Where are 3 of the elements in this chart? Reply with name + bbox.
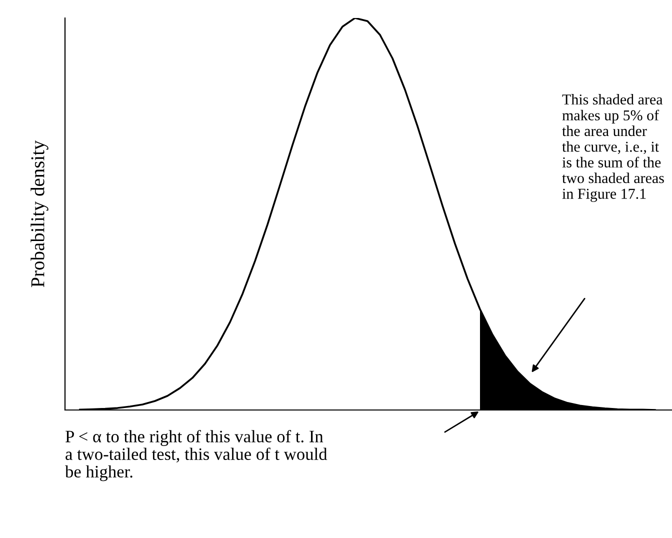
y-axis-title: Probability density — [30, 140, 48, 288]
text: P < α to the right of this value of t. In a two-tailed test, this value of t would be higher. — [65, 430, 328, 482]
annotation: This shaded area makes up 5% of the area under the curve, i.e., it is the sum of the two shaded areas in Figure 17.1 — [562, 94, 664, 202]
